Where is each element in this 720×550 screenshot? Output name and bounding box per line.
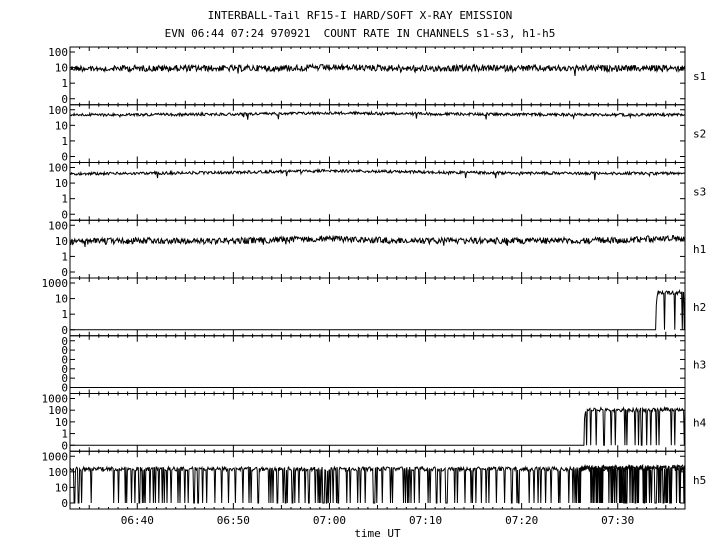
y-tick-label: 100 (48, 404, 68, 417)
panel-frame (69, 450, 686, 510)
panel-label: s1 (693, 70, 706, 83)
panel-frame (69, 162, 686, 221)
panel-frame (69, 277, 686, 337)
y-tick-label: 10 (55, 293, 68, 306)
y-tick-label: 0 (61, 372, 68, 385)
panel-label: h4 (693, 416, 707, 429)
series-line-h1 (69, 234, 686, 248)
time-axis: 06:40 06:50 07:00 07:10 07:20 07:30 time UT (121, 514, 635, 540)
y-tick-label: 0 (61, 266, 68, 279)
series-line-s3 (69, 167, 686, 181)
y-tick-label: 1000 (42, 277, 69, 290)
series-line-h2 (70, 288, 686, 331)
panel-frame (69, 219, 686, 279)
panel-frame (69, 335, 686, 394)
panel-frame (69, 104, 686, 163)
panels-layer: 1001010s11001010s21001010s31001010h11000… (42, 46, 707, 510)
panel-label: h2 (693, 301, 706, 314)
series-line-h4 (70, 405, 686, 446)
series-burst-h5 (578, 463, 686, 504)
y-tick-label: 1 (61, 308, 68, 321)
series-line-h5 (69, 465, 686, 504)
y-tick-label: 0 (61, 208, 68, 221)
y-tick-label: 100 (48, 162, 68, 175)
panel-label: h5 (693, 474, 706, 487)
y-tick-label: 100 (48, 219, 68, 232)
y-tick-label: 10 (55, 481, 68, 494)
panel-frame (69, 393, 686, 452)
y-tick-label: 0 (61, 353, 68, 366)
y-tick-label: 0 (61, 93, 68, 106)
y-tick-label: 1 (61, 428, 68, 441)
y-tick-label: 0 (61, 439, 68, 452)
y-tick-label: 100 (48, 46, 68, 59)
x-tick-label: 06:50 (217, 514, 250, 527)
x-tick-label: 07:00 (313, 514, 346, 527)
y-tick-label: 10 (55, 416, 68, 429)
y-tick-label: 10 (55, 177, 68, 190)
y-tick-label: 0 (61, 335, 68, 348)
series-line-s1 (69, 62, 686, 77)
y-tick-label: 0 (61, 151, 68, 164)
series-line-s2 (69, 110, 686, 120)
x-tick-label: 07:30 (601, 514, 634, 527)
y-tick-label: 1 (61, 77, 68, 90)
panel-label: h1 (693, 243, 706, 256)
y-tick-label: 0 (61, 324, 68, 337)
panel-label: s3 (693, 185, 706, 198)
y-tick-label: 1000 (42, 450, 69, 463)
y-tick-label: 0 (61, 363, 68, 376)
y-tick-label: 100 (48, 104, 68, 117)
panel-frame (69, 46, 686, 106)
chart-subtitle: EVN 06:44 07:24 970921 COUNT RATE IN CHA… (164, 27, 556, 40)
x-axis-label: time UT (354, 527, 401, 540)
x-tick-label: 07:10 (409, 514, 442, 527)
y-tick-label: 1 (61, 193, 68, 206)
x-tick-label: 06:40 (121, 514, 154, 527)
y-tick-label: 1000 (42, 393, 69, 406)
y-tick-label: 1 (61, 135, 68, 148)
chart-title: INTERBALL-Tail RF15-I HARD/SOFT X-RAY EM… (207, 9, 513, 22)
y-tick-label: 0 (61, 497, 68, 510)
y-tick-label: 10 (55, 235, 68, 248)
y-tick-label: 10 (55, 62, 68, 75)
y-tick-label: 1 (61, 250, 68, 263)
y-tick-label: 10 (55, 119, 68, 132)
panel-label: s2 (693, 128, 706, 141)
panel-label: h3 (693, 359, 706, 372)
y-tick-label: 0 (61, 344, 68, 357)
y-tick-label: 100 (48, 466, 68, 479)
y-tick-label: 0 (61, 382, 68, 395)
x-tick-label: 07:20 (505, 514, 538, 527)
